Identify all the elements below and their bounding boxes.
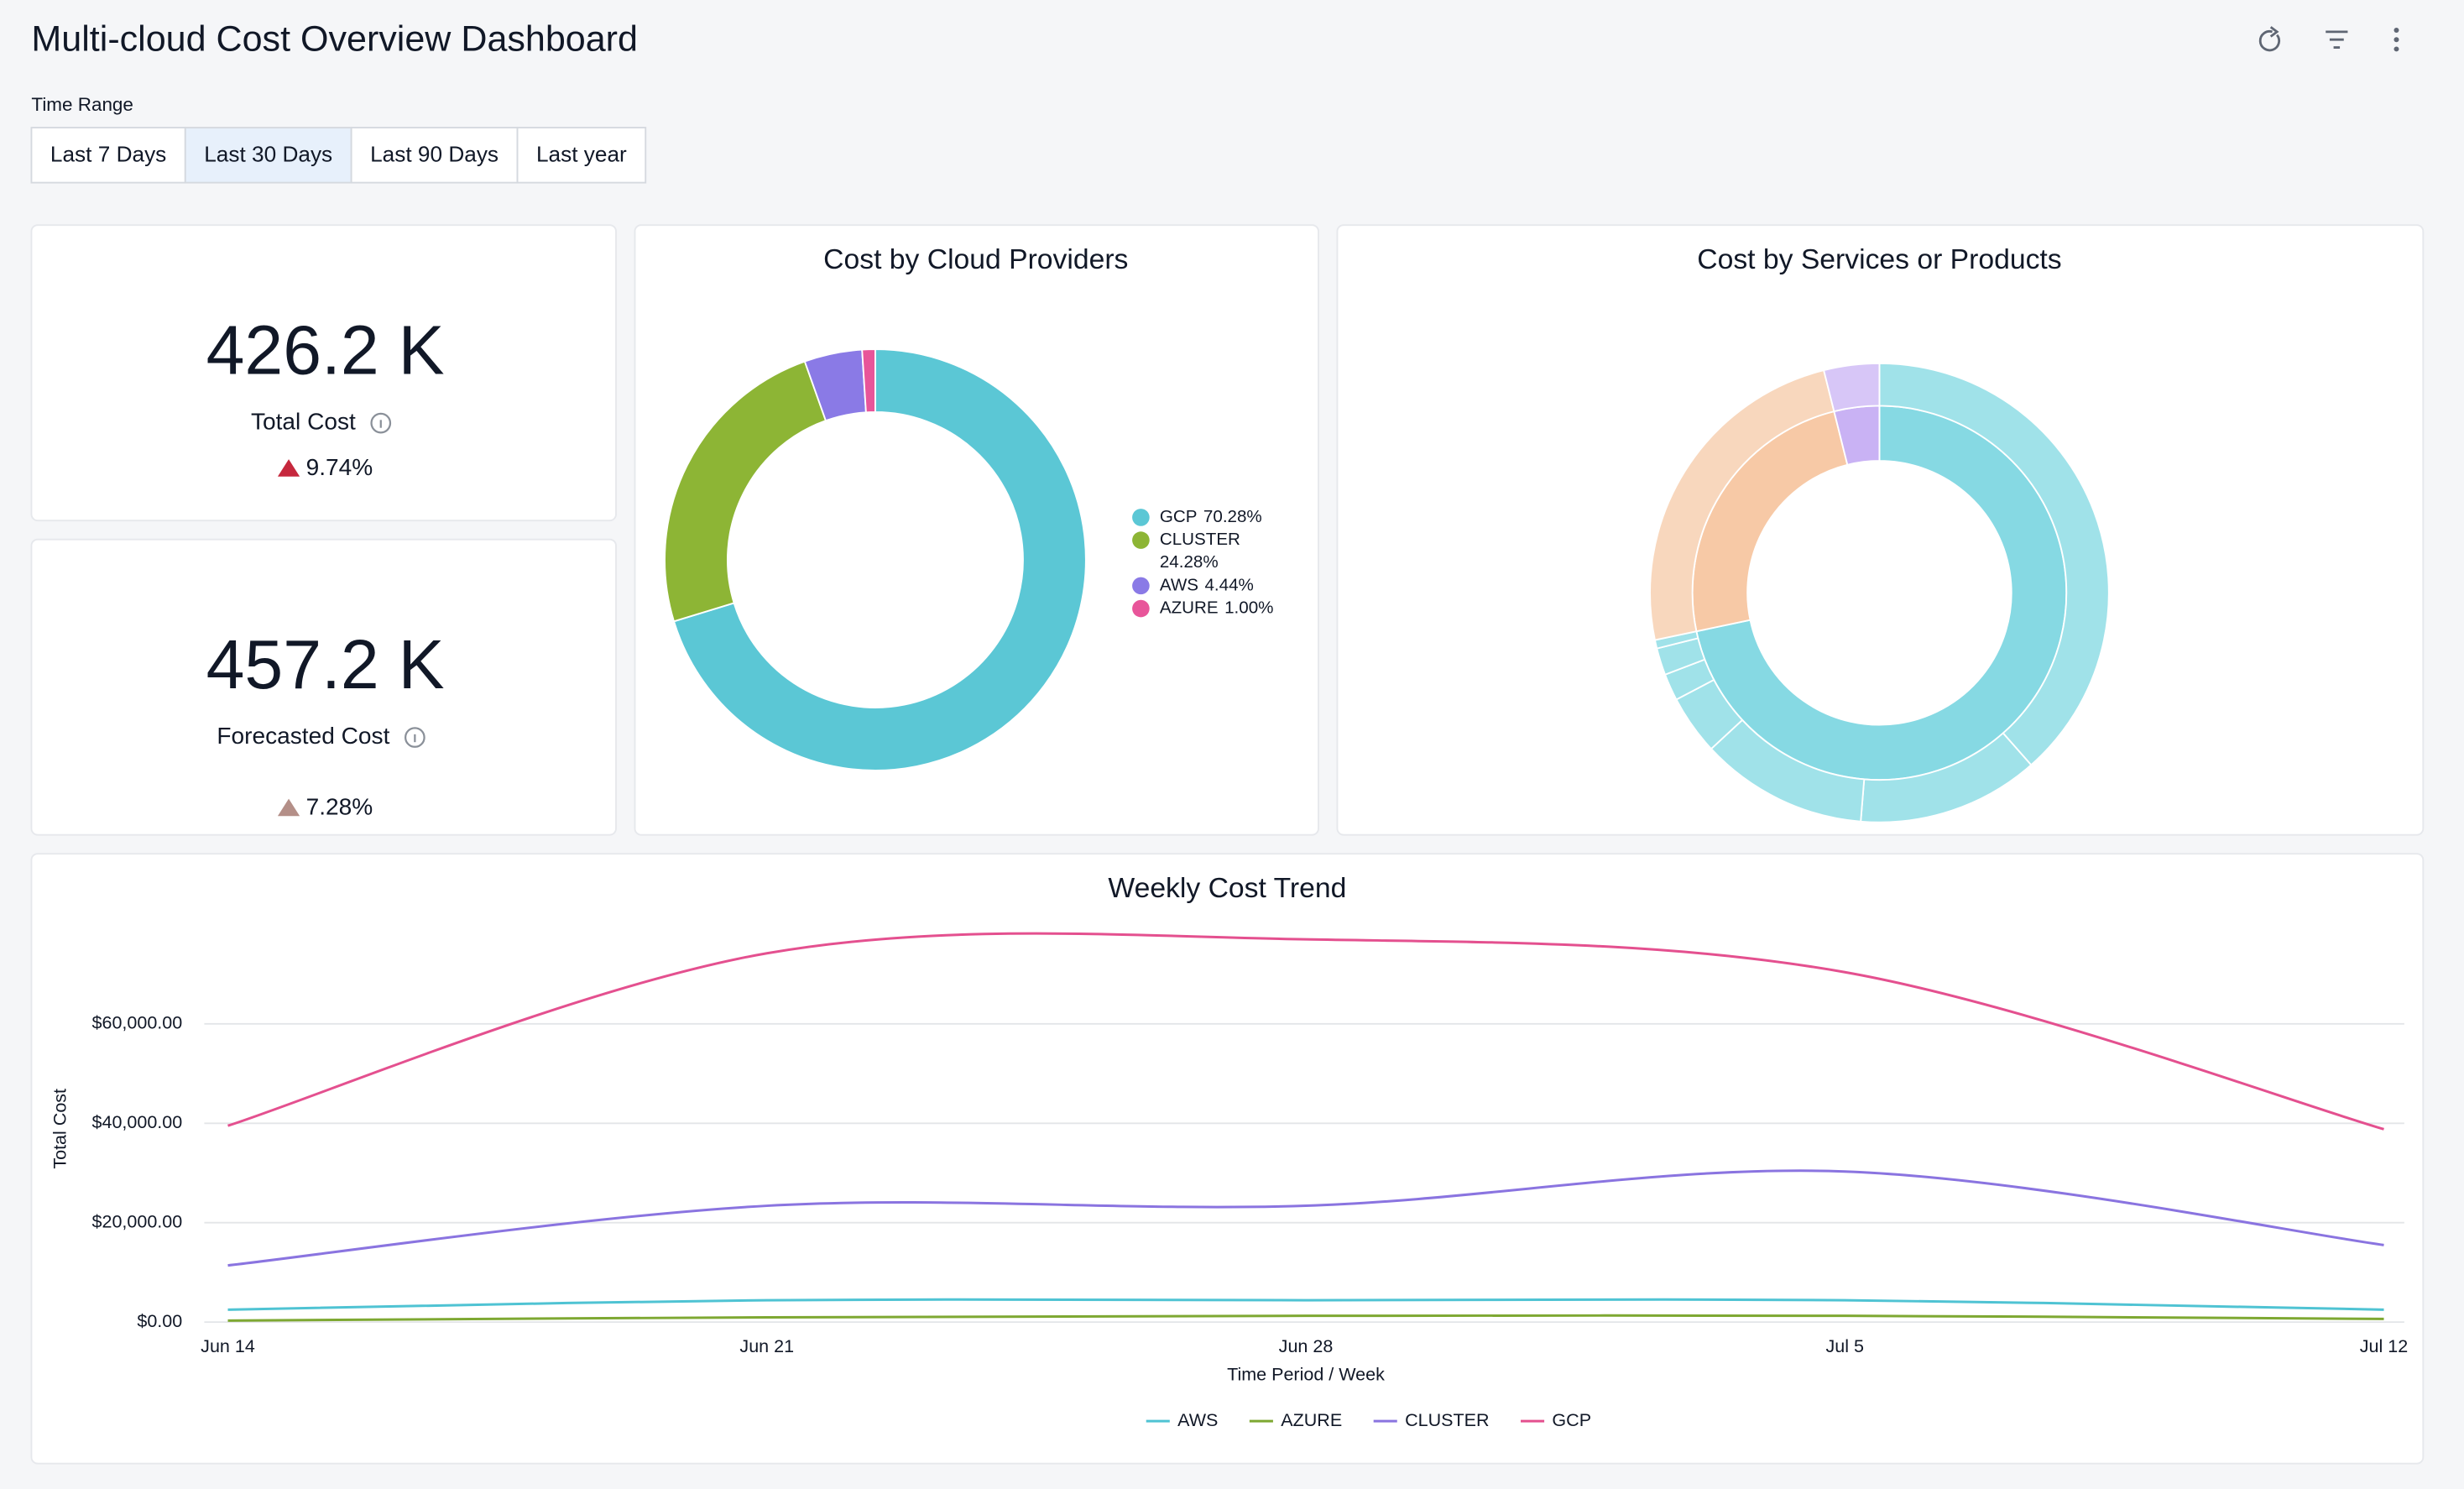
- y-axis-label: Total Cost: [50, 1089, 70, 1169]
- page-title: Multi-cloud Cost Overview Dashboard: [31, 18, 638, 59]
- legend-marker: [1132, 600, 1150, 618]
- legend-value: 70.28%: [1203, 507, 1262, 526]
- legend-label: CLUSTER: [1405, 1410, 1489, 1430]
- legend-marker: [1132, 531, 1150, 549]
- kpi-change: 7.28%: [306, 793, 373, 819]
- x-tick-label: Jun 14: [201, 1336, 255, 1356]
- legend-label: AZURE: [1160, 598, 1219, 617]
- legend-label: AWS: [1160, 575, 1198, 594]
- x-tick-label: Jul 12: [2360, 1336, 2408, 1356]
- time-range-button[interactable]: Last year: [518, 128, 646, 183]
- kpi-change: 9.74%: [306, 454, 373, 480]
- button-label[interactable]: Last 90 Days: [370, 142, 499, 167]
- legend-value: 4.44%: [1204, 575, 1253, 594]
- button-label[interactable]: Last 7 Days: [50, 142, 166, 167]
- legend-label: GCP: [1160, 507, 1198, 526]
- time-range-button[interactable]: Last 30 Days: [185, 128, 352, 183]
- y-tick-label: $40,000.00: [92, 1112, 183, 1132]
- time-range-button[interactable]: Last 7 Days: [31, 128, 185, 183]
- chart-title: Cost by Cloud Providers: [823, 243, 1128, 275]
- legend-label: AZURE: [1281, 1410, 1342, 1430]
- sunburst-outer: [1824, 363, 1879, 411]
- x-tick-label: Jul 5: [1826, 1336, 1864, 1356]
- kpi-label: Total Cost: [251, 409, 356, 435]
- x-axis-label: Time Period / Week: [1227, 1364, 1385, 1384]
- chart-title: Cost by Services or Products: [1697, 243, 2061, 275]
- y-tick-label: $20,000.00: [92, 1211, 183, 1231]
- kpi-value: 457.2 K: [206, 626, 445, 703]
- kpi-label: Forecasted Cost: [217, 723, 389, 749]
- legend-value: 24.28%: [1160, 552, 1219, 572]
- more-icon[interactable]: [2394, 28, 2399, 51]
- button-label[interactable]: Last year: [536, 142, 627, 167]
- legend-label: GCP: [1552, 1410, 1591, 1430]
- x-tick-label: Jun 21: [739, 1336, 794, 1356]
- chart-title: Weekly Cost Trend: [1108, 872, 1346, 904]
- legend-value: 1.00%: [1224, 598, 1273, 617]
- kpi-value: 426.2 K: [206, 311, 445, 389]
- x-tick-label: Jun 28: [1279, 1336, 1334, 1356]
- y-tick-label: $60,000.00: [92, 1013, 183, 1033]
- button-label[interactable]: Last 30 Days: [204, 142, 332, 167]
- legend-marker: [1132, 509, 1150, 526]
- time-range-button[interactable]: Last 90 Days: [352, 128, 518, 183]
- legend-marker: [1132, 577, 1150, 595]
- time-range-group: Last 7 Days Last 30 Days Last 90 Days Last …: [31, 128, 645, 183]
- legend-label: CLUSTER: [1160, 530, 1240, 549]
- time-range-label: Time Range: [31, 94, 133, 115]
- y-tick-label: $0.00: [137, 1311, 182, 1331]
- legend-label: AWS: [1177, 1410, 1218, 1430]
